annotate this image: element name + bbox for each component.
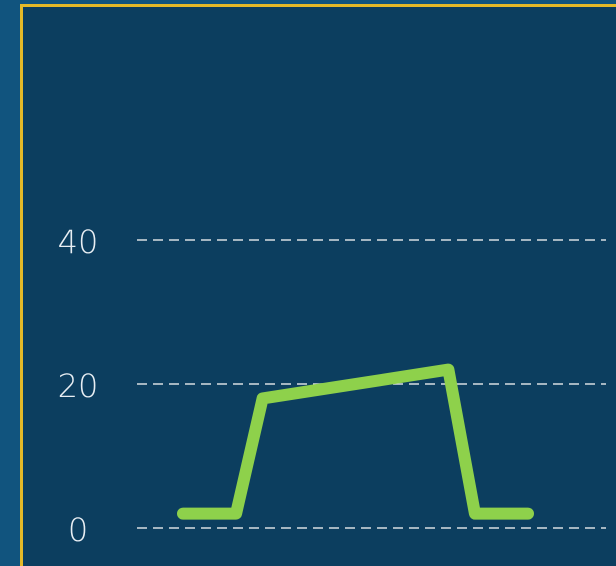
data-line <box>177 363 534 520</box>
panel <box>20 4 616 566</box>
y-tick-label: 40 <box>58 223 99 261</box>
y-tick-label: 0 <box>68 511 88 549</box>
y-tick-label: 20 <box>58 367 99 405</box>
